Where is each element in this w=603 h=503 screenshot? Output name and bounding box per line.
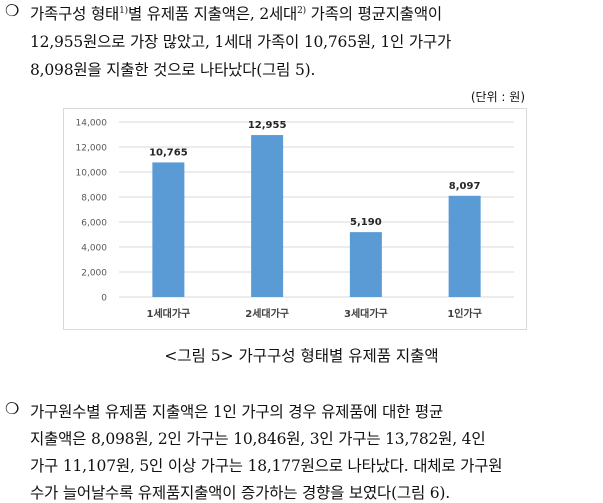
figure-caption: <그림 5> 가구구성 형태별 유제품 지출액 [164, 347, 439, 365]
unit-label: (단위 : 원) [470, 90, 525, 104]
y-tick-label: 14,000 [76, 119, 108, 129]
bar-chart: 0 2,000 4,000 6,000 8,000 10,000 12,000 14,000 1… [76, 119, 514, 320]
data-label: 12,955 [248, 120, 287, 131]
bullet-circle-icon: ❍ [5, 399, 20, 418]
bullet-circle-icon: ❍ [5, 1, 20, 20]
bar [448, 195, 481, 297]
paragraph-line: 가족구성 형태1)별 유제품 지출액은, 2세대2) 가족의 평균지출액이 [30, 2, 442, 24]
footnote-marker: 1) [119, 5, 128, 16]
paragraph-line: 12,955원으로 가장 많았고, 1세대 가족이 10,765원, 1인 가구… [30, 33, 452, 51]
y-tick-label: 2,000 [81, 269, 107, 279]
data-label: 8,097 [449, 181, 481, 192]
text-segment: 가족구성 형태 [30, 5, 120, 23]
paragraph-line: 가구원수별 유제품 지출액은 1인 가구의 경우 유제품에 대한 평균 [30, 403, 444, 421]
y-tick-label: 0 [101, 294, 107, 304]
footnote-marker: 2) [297, 5, 306, 16]
x-tick-label: 1인가구 [447, 307, 482, 320]
bar-chart-frame: 0 2,000 4,000 6,000 8,000 10,000 12,000 14,000 1… [63, 108, 527, 330]
x-tick-label: 2세대가구 [245, 307, 289, 320]
paragraph-line: 8,098원을 지출한 것으로 나타났다(그림 5). [30, 61, 316, 79]
y-tick-label: 6,000 [81, 219, 107, 229]
bar [152, 162, 185, 297]
text-segment: 별 유제품 지출액은, 2세대 [127, 5, 298, 23]
y-tick-label: 10,000 [76, 169, 108, 179]
paragraph-line: 수가 늘어날수록 유제품지출액이 증가하는 경향을 보였다(그림 6). [30, 484, 451, 502]
data-label: 10,765 [149, 147, 188, 158]
data-label: 5,190 [350, 217, 382, 228]
paragraph-line: 지출액은 8,098원, 2인 가구는 10,846원, 3인 가구는 13,7… [30, 430, 486, 448]
y-tick-label: 8,000 [81, 194, 107, 204]
y-tick-label: 4,000 [81, 244, 107, 254]
y-tick-label: 12,000 [76, 144, 108, 154]
text-segment: 가족의 평균지출액이 [305, 5, 442, 23]
paragraph-line: 가구 11,107원, 5인 이상 가구는 18,177원으로 나타났다. 대체… [30, 457, 503, 475]
x-tick-label: 1세대가구 [146, 307, 190, 320]
x-tick-label: 3세대가구 [344, 307, 388, 320]
bar [251, 135, 284, 297]
bar [349, 232, 382, 297]
